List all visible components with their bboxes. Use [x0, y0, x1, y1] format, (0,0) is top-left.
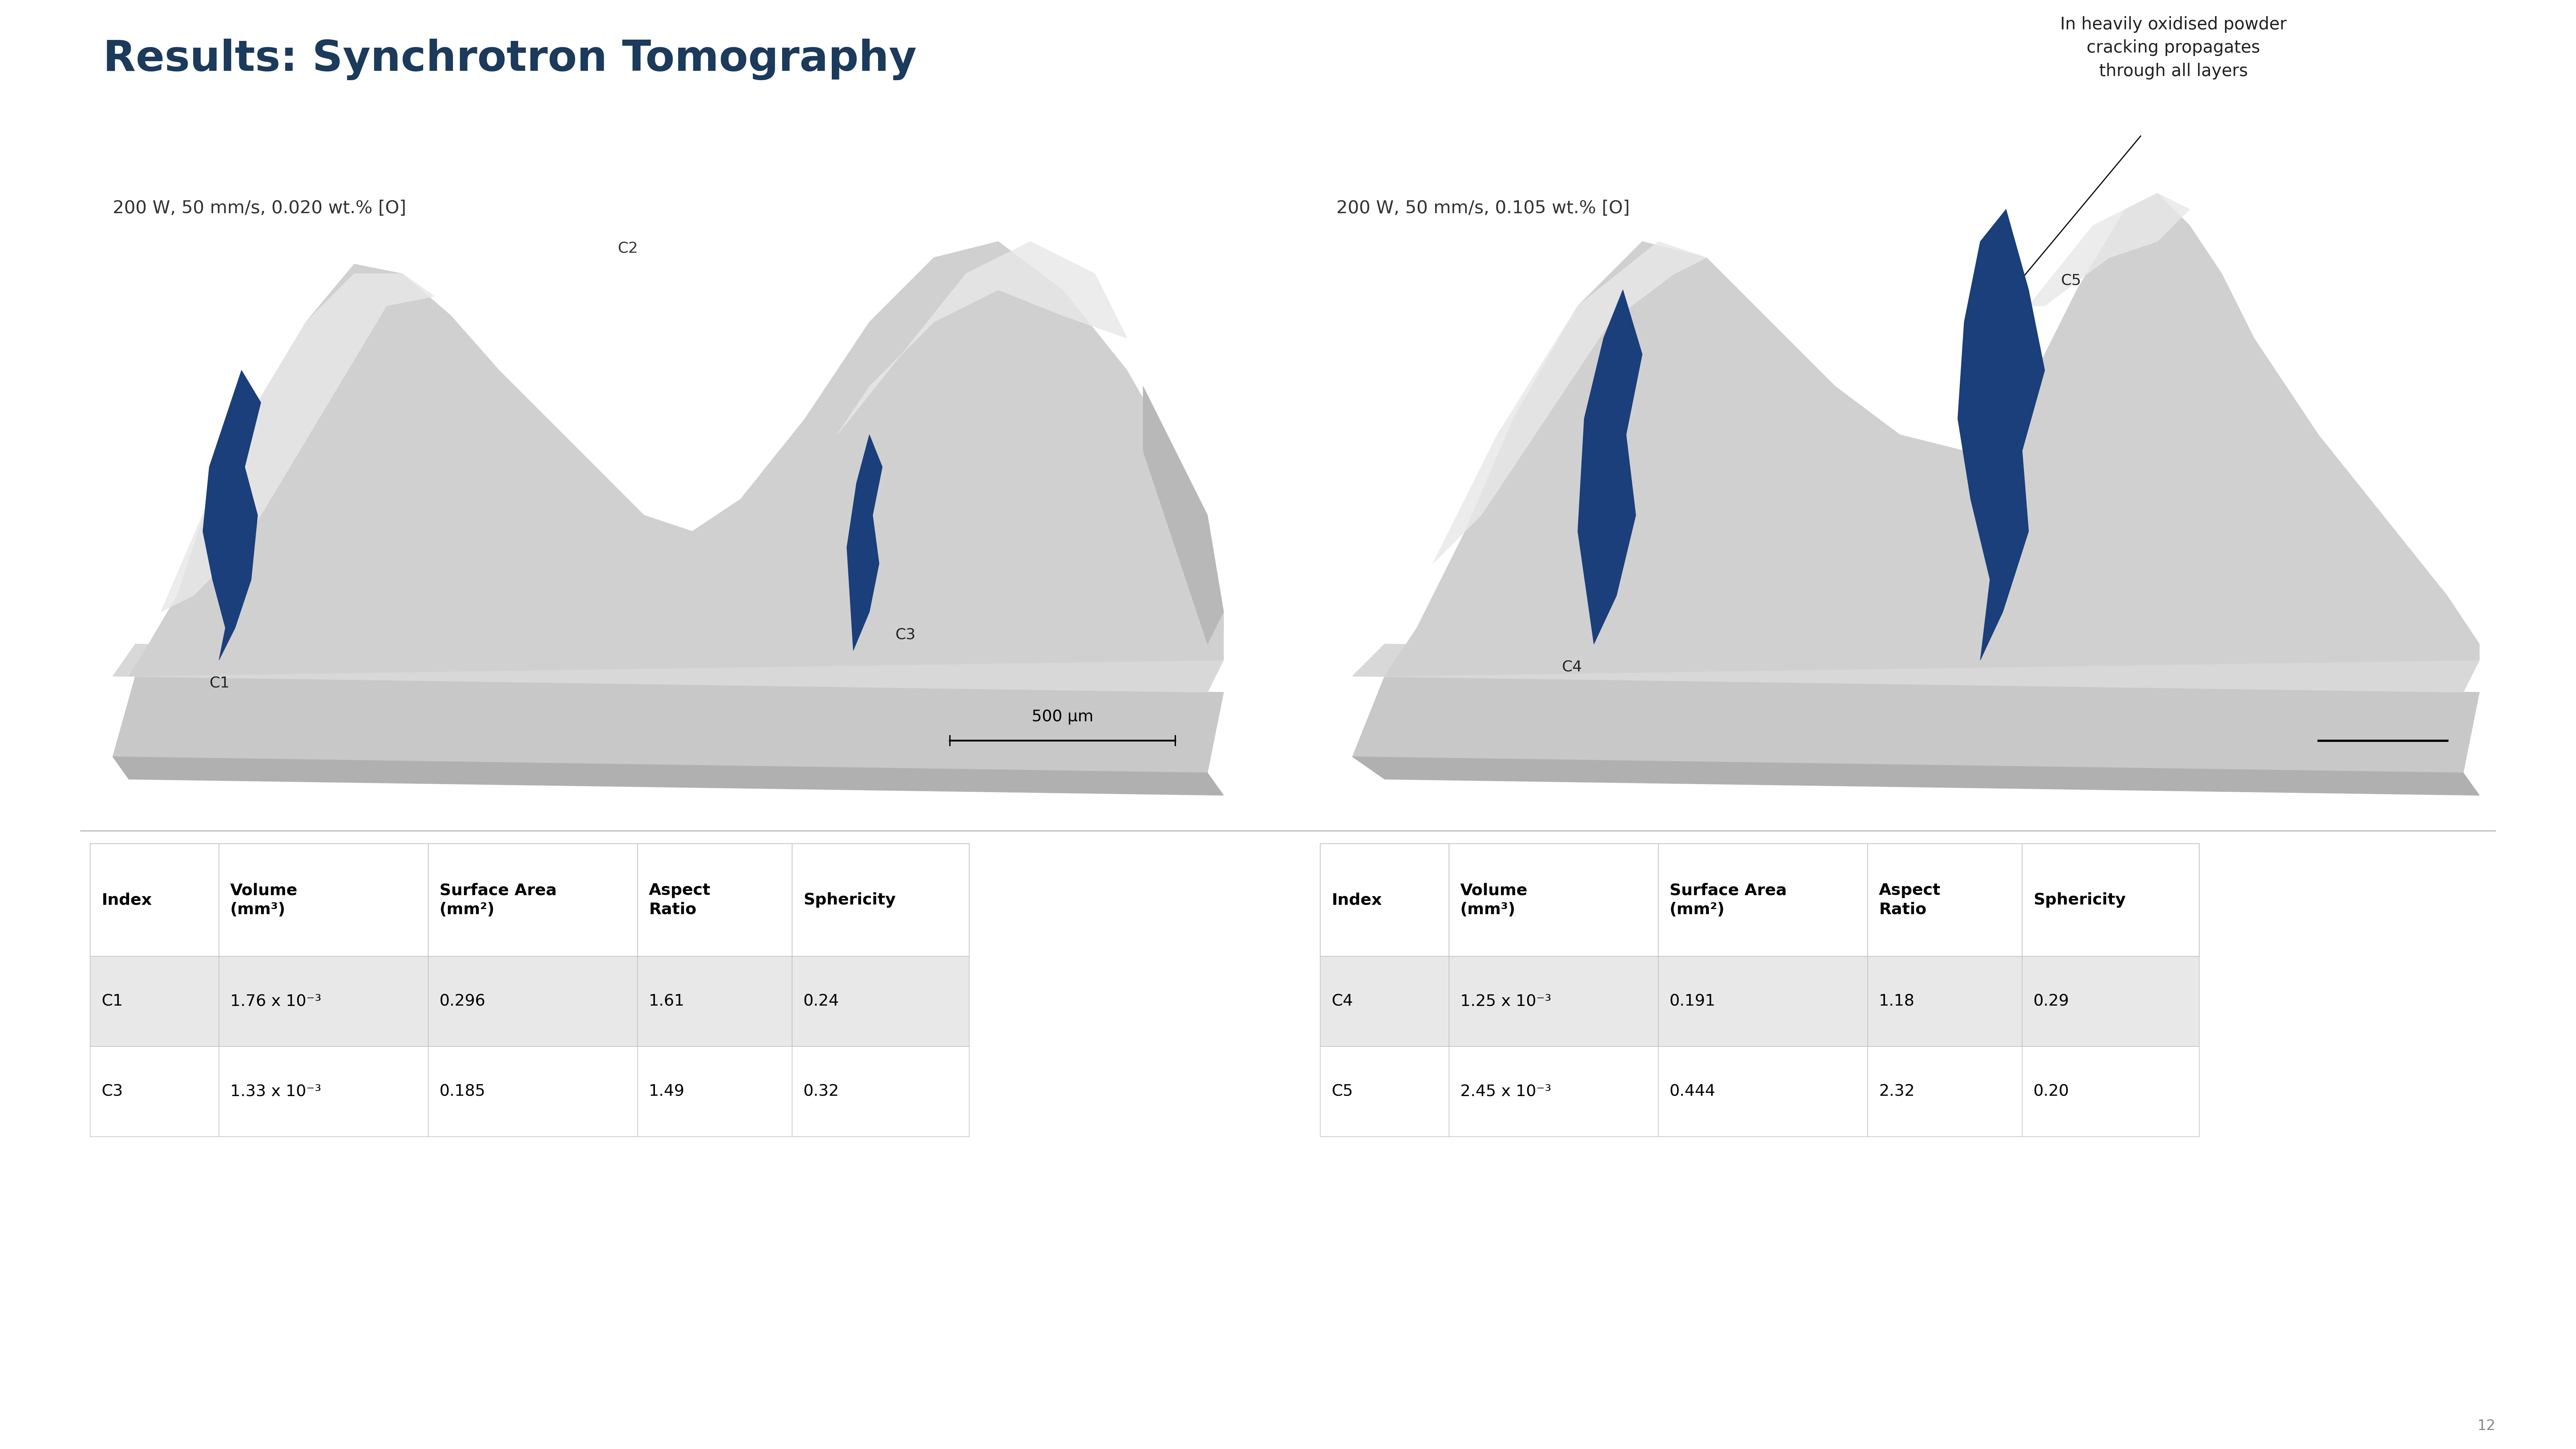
Polygon shape: [1352, 643, 2478, 693]
Bar: [639, 843, 793, 956]
Polygon shape: [129, 242, 1224, 677]
Text: 0.185: 0.185: [440, 1084, 484, 1100]
Bar: [639, 956, 793, 1046]
Text: Index: Index: [1332, 893, 1381, 907]
Text: 1.18: 1.18: [1878, 994, 1914, 1009]
Text: C4: C4: [1332, 994, 1352, 1009]
Bar: [1659, 956, 1868, 1046]
Polygon shape: [1958, 209, 2045, 661]
Polygon shape: [113, 643, 1224, 693]
Bar: [90, 843, 219, 956]
Bar: [1659, 843, 1868, 956]
Text: 0.444: 0.444: [1669, 1084, 1716, 1100]
Text: 200 W, 50 mm/s, 0.105 wt.% [O]: 200 W, 50 mm/s, 0.105 wt.% [O]: [1337, 200, 1631, 217]
Text: 0.20: 0.20: [2032, 1084, 2069, 1100]
Text: Sphericity: Sphericity: [804, 893, 896, 907]
Polygon shape: [1577, 290, 1643, 643]
Text: C3: C3: [100, 1084, 124, 1100]
Polygon shape: [837, 242, 1128, 435]
Text: 1.33 x 10⁻³: 1.33 x 10⁻³: [229, 1084, 322, 1100]
Bar: [1868, 956, 2022, 1046]
Text: Aspect
Ratio: Aspect Ratio: [1878, 882, 1940, 917]
Polygon shape: [113, 756, 1224, 796]
Bar: [1448, 843, 1659, 956]
Text: Surface Area
(mm²): Surface Area (mm²): [1669, 882, 1788, 917]
Bar: [639, 1046, 793, 1136]
Bar: [1319, 843, 1448, 956]
Text: C2: C2: [618, 242, 639, 256]
Text: 500 μm: 500 μm: [1033, 709, 1092, 724]
Text: C1: C1: [209, 677, 229, 691]
Bar: [2022, 843, 2200, 956]
Polygon shape: [848, 435, 881, 651]
Text: 1.25 x 10⁻³: 1.25 x 10⁻³: [1461, 994, 1551, 1009]
Polygon shape: [113, 677, 1224, 772]
Bar: [90, 956, 219, 1046]
Polygon shape: [1144, 387, 1224, 643]
Text: Index: Index: [100, 893, 152, 907]
Bar: [90, 1046, 219, 1136]
Bar: [428, 843, 639, 956]
Bar: [1868, 843, 2022, 956]
Bar: [219, 956, 428, 1046]
Text: In heavily oxidised powder
cracking propagates
through all layers: In heavily oxidised powder cracking prop…: [2061, 16, 2287, 80]
Bar: [428, 1046, 639, 1136]
Text: C3: C3: [896, 627, 914, 642]
Text: 1.61: 1.61: [649, 994, 685, 1009]
Bar: [793, 1046, 969, 1136]
Bar: [793, 956, 969, 1046]
Text: C5: C5: [1332, 1084, 1352, 1100]
Polygon shape: [1432, 242, 1705, 564]
Text: 2.45 x 10⁻³: 2.45 x 10⁻³: [1461, 1084, 1551, 1100]
Polygon shape: [204, 371, 260, 661]
Text: C1: C1: [100, 994, 124, 1009]
Bar: [2022, 1046, 2200, 1136]
Text: 0.191: 0.191: [1669, 994, 1716, 1009]
Bar: [428, 956, 639, 1046]
Text: 200 W, 50 mm/s, 0.020 wt.% [O]: 200 W, 50 mm/s, 0.020 wt.% [O]: [113, 200, 407, 217]
Bar: [1868, 1046, 2022, 1136]
Polygon shape: [1352, 677, 2478, 772]
Text: 0.296: 0.296: [440, 994, 484, 1009]
Bar: [793, 843, 969, 956]
Polygon shape: [1352, 756, 2478, 796]
Bar: [2022, 956, 2200, 1046]
Bar: [219, 843, 428, 956]
Text: C4: C4: [1561, 661, 1582, 675]
Text: 1.76 x 10⁻³: 1.76 x 10⁻³: [229, 994, 322, 1009]
Text: Results: Synchrotron Tomography: Results: Synchrotron Tomography: [103, 39, 917, 80]
Bar: [1319, 209, 2512, 822]
Bar: [1319, 956, 1448, 1046]
Text: Volume
(mm³): Volume (mm³): [1461, 882, 1528, 917]
Text: 1.49: 1.49: [649, 1084, 685, 1100]
Text: 12: 12: [2478, 1419, 2496, 1433]
Text: 2.32: 2.32: [1878, 1084, 1914, 1100]
Text: 0.29: 0.29: [2032, 994, 2069, 1009]
Text: Volume
(mm³): Volume (mm³): [229, 882, 299, 917]
Bar: [80, 209, 1273, 822]
Text: Sphericity: Sphericity: [2032, 893, 2125, 907]
Bar: [1659, 1046, 1868, 1136]
Bar: [1448, 1046, 1659, 1136]
Text: C5: C5: [2061, 274, 2081, 288]
Bar: [219, 1046, 428, 1136]
Text: Aspect
Ratio: Aspect Ratio: [649, 882, 711, 917]
Polygon shape: [1386, 193, 2478, 677]
Polygon shape: [160, 274, 435, 611]
Bar: [1319, 1046, 1448, 1136]
Text: 0.24: 0.24: [804, 994, 840, 1009]
Text: 0.32: 0.32: [804, 1084, 840, 1100]
Polygon shape: [2030, 193, 2190, 306]
Bar: [1448, 956, 1659, 1046]
Text: Surface Area
(mm²): Surface Area (mm²): [440, 882, 556, 917]
